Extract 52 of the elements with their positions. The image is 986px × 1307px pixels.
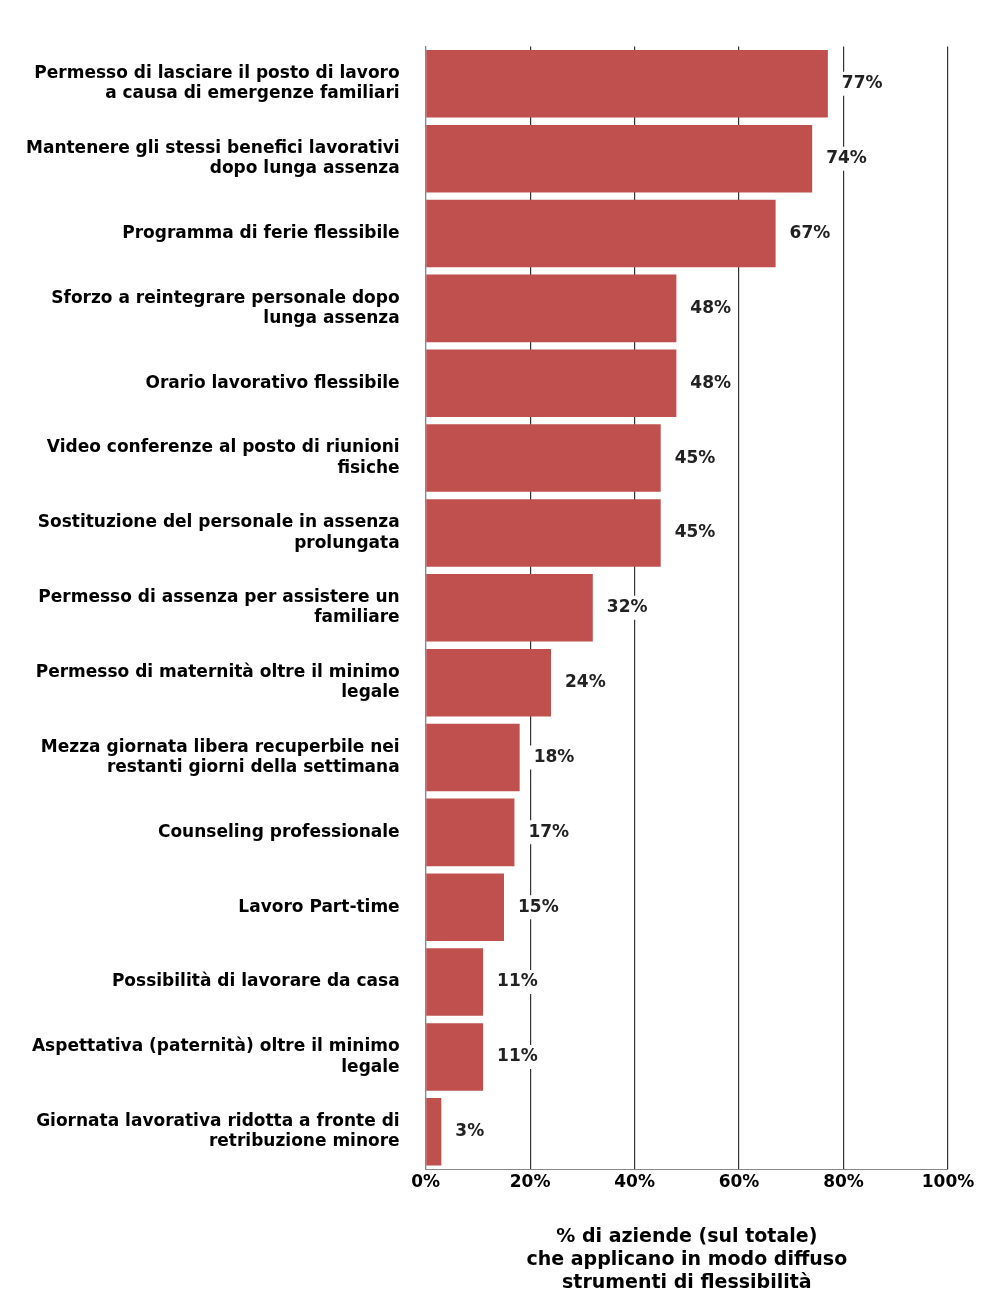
bar [426, 349, 677, 418]
y-tick-label: Mezza giornata libera recuperbile nei restanti giorni della settimana [40, 735, 400, 777]
y-tick-label: Programma di ferie flessibile [122, 221, 400, 242]
y-tick-label: Sostituzione del personale in assenza prolungata [37, 511, 400, 552]
data-label: 67% [789, 221, 831, 242]
data-label: 11% [497, 1045, 538, 1066]
y-tick-label: Aspettativa (paternità) oltre il minimo legale [31, 1035, 400, 1076]
y-tick-label: Mantenere gli stessi benefici lavorativi dopo lunga assenza [25, 136, 400, 178]
y-tick-label: Permesso di maternità oltre il minimo legale [35, 660, 400, 702]
y-tick-label: Giornata lavorativa ridotta a fronte di retribuzione minore [36, 1110, 400, 1151]
y-tick-label: Lavoro Part-time [238, 895, 400, 916]
y-tick-label: Possibilità di lavorare da casa [111, 970, 400, 991]
data-label: 11% [497, 970, 538, 991]
data-label: 45% [674, 521, 716, 542]
bar [426, 723, 520, 792]
bar [426, 124, 813, 193]
bar [426, 424, 661, 492]
x-tick-label: 0% [411, 1170, 441, 1191]
bar [426, 199, 776, 268]
bar [426, 873, 504, 941]
data-label: 74% [826, 147, 867, 168]
data-label: 18% [533, 745, 575, 766]
data-label: 24% [565, 671, 606, 692]
bar [426, 798, 515, 867]
data-label: 45% [674, 446, 716, 467]
bar [426, 499, 661, 567]
bar [426, 1098, 442, 1166]
bar [426, 948, 484, 1016]
bar [426, 274, 677, 343]
bar [426, 574, 593, 642]
bar [426, 1023, 484, 1091]
bar [426, 648, 552, 717]
x-tick-label: 60% [718, 1170, 760, 1191]
y-tick-label: Video conferenze al posto di riunioni fisiche [46, 436, 400, 477]
data-label: 48% [690, 296, 732, 317]
x-tick-label: 20% [509, 1170, 551, 1191]
x-axis-title: % di aziende (sul totale) che applicano in modo diffuso strumenti di flessibilità [526, 1223, 848, 1292]
data-label: 15% [518, 895, 559, 916]
data-label: 48% [690, 371, 732, 392]
x-tick-label: 40% [614, 1170, 655, 1191]
x-tick-label: 100% [921, 1170, 975, 1191]
y-tick-label: Sforzo a reintegrare personale dopo lunga assenza [51, 286, 400, 328]
data-label: 3% [455, 1120, 485, 1141]
y-tick-label: Counseling professionale [157, 820, 400, 841]
data-label: 17% [528, 820, 570, 841]
data-label: 32% [606, 596, 648, 617]
y-tick-label: Permesso di lasciare il posto di lavoro a causa di emergenze familiari [34, 62, 400, 103]
y-tick-label: Orario lavorativo flessibile [145, 371, 400, 392]
x-tick-label: 80% [823, 1170, 864, 1191]
y-tick-label: Permesso di assenza per assistere un familiare [38, 586, 400, 627]
data-label: 77% [841, 72, 883, 93]
bar [426, 50, 828, 118]
